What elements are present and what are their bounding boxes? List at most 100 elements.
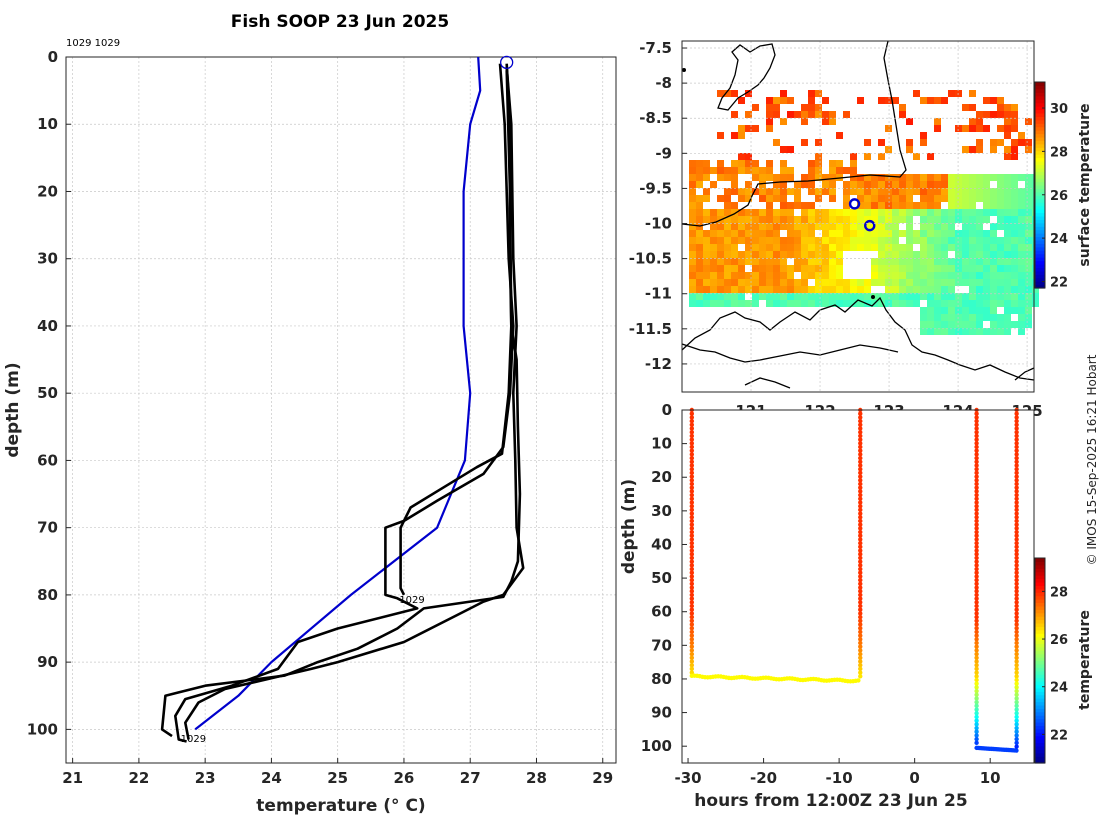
- map-sst-cell: [738, 195, 745, 202]
- td-sample-point: [858, 426, 863, 431]
- td-sample-point: [689, 629, 695, 635]
- map-sst-cell: [689, 237, 696, 244]
- map-sst-cell: [773, 174, 780, 181]
- td-sample-point: [858, 522, 863, 527]
- td-sample-point: [689, 418, 695, 424]
- map-sst-cell: [808, 300, 815, 307]
- map-sst-cell: [885, 272, 892, 279]
- map-sst-cell: [997, 111, 1004, 118]
- map-sst-cell: [969, 279, 976, 286]
- td-colorbar-segment: [1035, 745, 1045, 750]
- map-sst-cell: [962, 321, 969, 328]
- map-sst-cell: [976, 216, 983, 223]
- map-sst-cell: [864, 202, 871, 209]
- map-colorbar-segment: [1035, 85, 1045, 90]
- map-sst-cell: [906, 118, 913, 125]
- td-sample-point: [974, 485, 979, 490]
- map-sst-cell: [969, 195, 976, 202]
- map-sst-cell: [997, 139, 1004, 146]
- map-colorbar-segment: [1035, 92, 1045, 97]
- map-sst-cell: [885, 174, 892, 181]
- map-sst-cell: [983, 307, 990, 314]
- map-sst-cell: [920, 272, 927, 279]
- map-sst-cell: [773, 251, 780, 258]
- map-sst-cell: [913, 202, 920, 209]
- map-sst-cell: [780, 258, 787, 265]
- map-y-tick-label: -12: [645, 355, 672, 373]
- td-sample-point: [1014, 529, 1019, 535]
- map-sst-cell: [1004, 272, 1011, 279]
- td-colorbar-segment: [1035, 643, 1045, 648]
- map-sst-cell: [766, 125, 773, 132]
- td-sample-point: [974, 411, 979, 416]
- td-sample-point: [1014, 651, 1019, 657]
- td-sample-point: [689, 478, 695, 483]
- map-sst-cell: [878, 237, 885, 244]
- map-sst-cell: [948, 244, 955, 251]
- map-sst-cell: [787, 293, 794, 300]
- map-y-tick-label: -9.5: [639, 179, 672, 197]
- map-sst-cell: [864, 230, 871, 237]
- map-sst-cell: [703, 265, 710, 272]
- map-sst-cell: [913, 188, 920, 195]
- map-sst-cell: [773, 195, 780, 202]
- map-sst-cell: [696, 293, 703, 300]
- td-colorbar-segment: [1035, 749, 1045, 754]
- td-sample-point: [1014, 644, 1019, 649]
- map-sst-cell: [808, 167, 815, 174]
- td-sample-point: [1014, 544, 1019, 550]
- map-colorbar-segment: [1035, 188, 1045, 193]
- td-sample-point: [1014, 437, 1019, 442]
- profile-x-tick-label: 23: [195, 769, 216, 787]
- map-sst-cell: [829, 188, 836, 195]
- map-sst-cell: [885, 195, 892, 202]
- map-sst-cell: [976, 293, 983, 300]
- map-sst-cell: [899, 195, 906, 202]
- td-sample-point: [1014, 662, 1019, 668]
- map-sst-cell: [689, 251, 696, 258]
- map-sst-cell: [822, 237, 829, 244]
- map-sst-cell: [724, 174, 731, 181]
- td-colorbar-segment: [1035, 667, 1045, 672]
- map-sst-cell: [1004, 181, 1011, 188]
- map-sst-cell: [948, 300, 955, 307]
- map-sst-cell: [745, 111, 752, 118]
- td-colorbar-segment: [1035, 708, 1045, 713]
- map-sst-cell: [962, 146, 969, 153]
- map-sst-cell: [969, 181, 976, 188]
- map-sst-cell: [934, 195, 941, 202]
- map-sst-cell: [759, 216, 766, 223]
- map-sst-cell: [983, 279, 990, 286]
- map-sst-cell: [850, 160, 857, 167]
- td-sample-point: [1014, 592, 1019, 598]
- td-sample-point: [858, 618, 863, 623]
- td-colorbar-segment: [1035, 715, 1045, 720]
- map-sst-cell: [871, 244, 878, 251]
- map-sst-cell: [962, 195, 969, 202]
- td-colorbar-segment: [1035, 605, 1045, 610]
- td-sample-point: [1014, 692, 1019, 697]
- map-sst-cell: [829, 118, 836, 125]
- profile-y-tick-label: 60: [37, 451, 58, 469]
- map-sst-cell: [955, 293, 962, 300]
- map-sst-cell: [920, 328, 927, 335]
- map-sst-cell: [780, 223, 787, 230]
- map-sst-cell: [913, 237, 920, 244]
- map-sst-cell: [724, 300, 731, 307]
- map-colorbar-segment: [1035, 130, 1045, 135]
- map-sst-cell: [801, 209, 808, 216]
- map-sst-cell: [1018, 174, 1025, 181]
- map-sst-cell: [892, 272, 899, 279]
- td-sample-point: [689, 640, 695, 646]
- map-sst-cell: [948, 286, 955, 293]
- map-sst-cell: [941, 300, 948, 307]
- map-sst-cell: [1011, 111, 1018, 118]
- td-sample-point: [858, 577, 863, 583]
- td-sample-point: [974, 707, 979, 712]
- td-sample-point: [689, 452, 695, 457]
- map-sst-cell: [815, 174, 822, 181]
- map-sst-cell: [990, 223, 997, 230]
- td-sample-point: [974, 518, 979, 524]
- map-sst-cell: [1018, 244, 1025, 251]
- map-sst-cell: [836, 265, 843, 272]
